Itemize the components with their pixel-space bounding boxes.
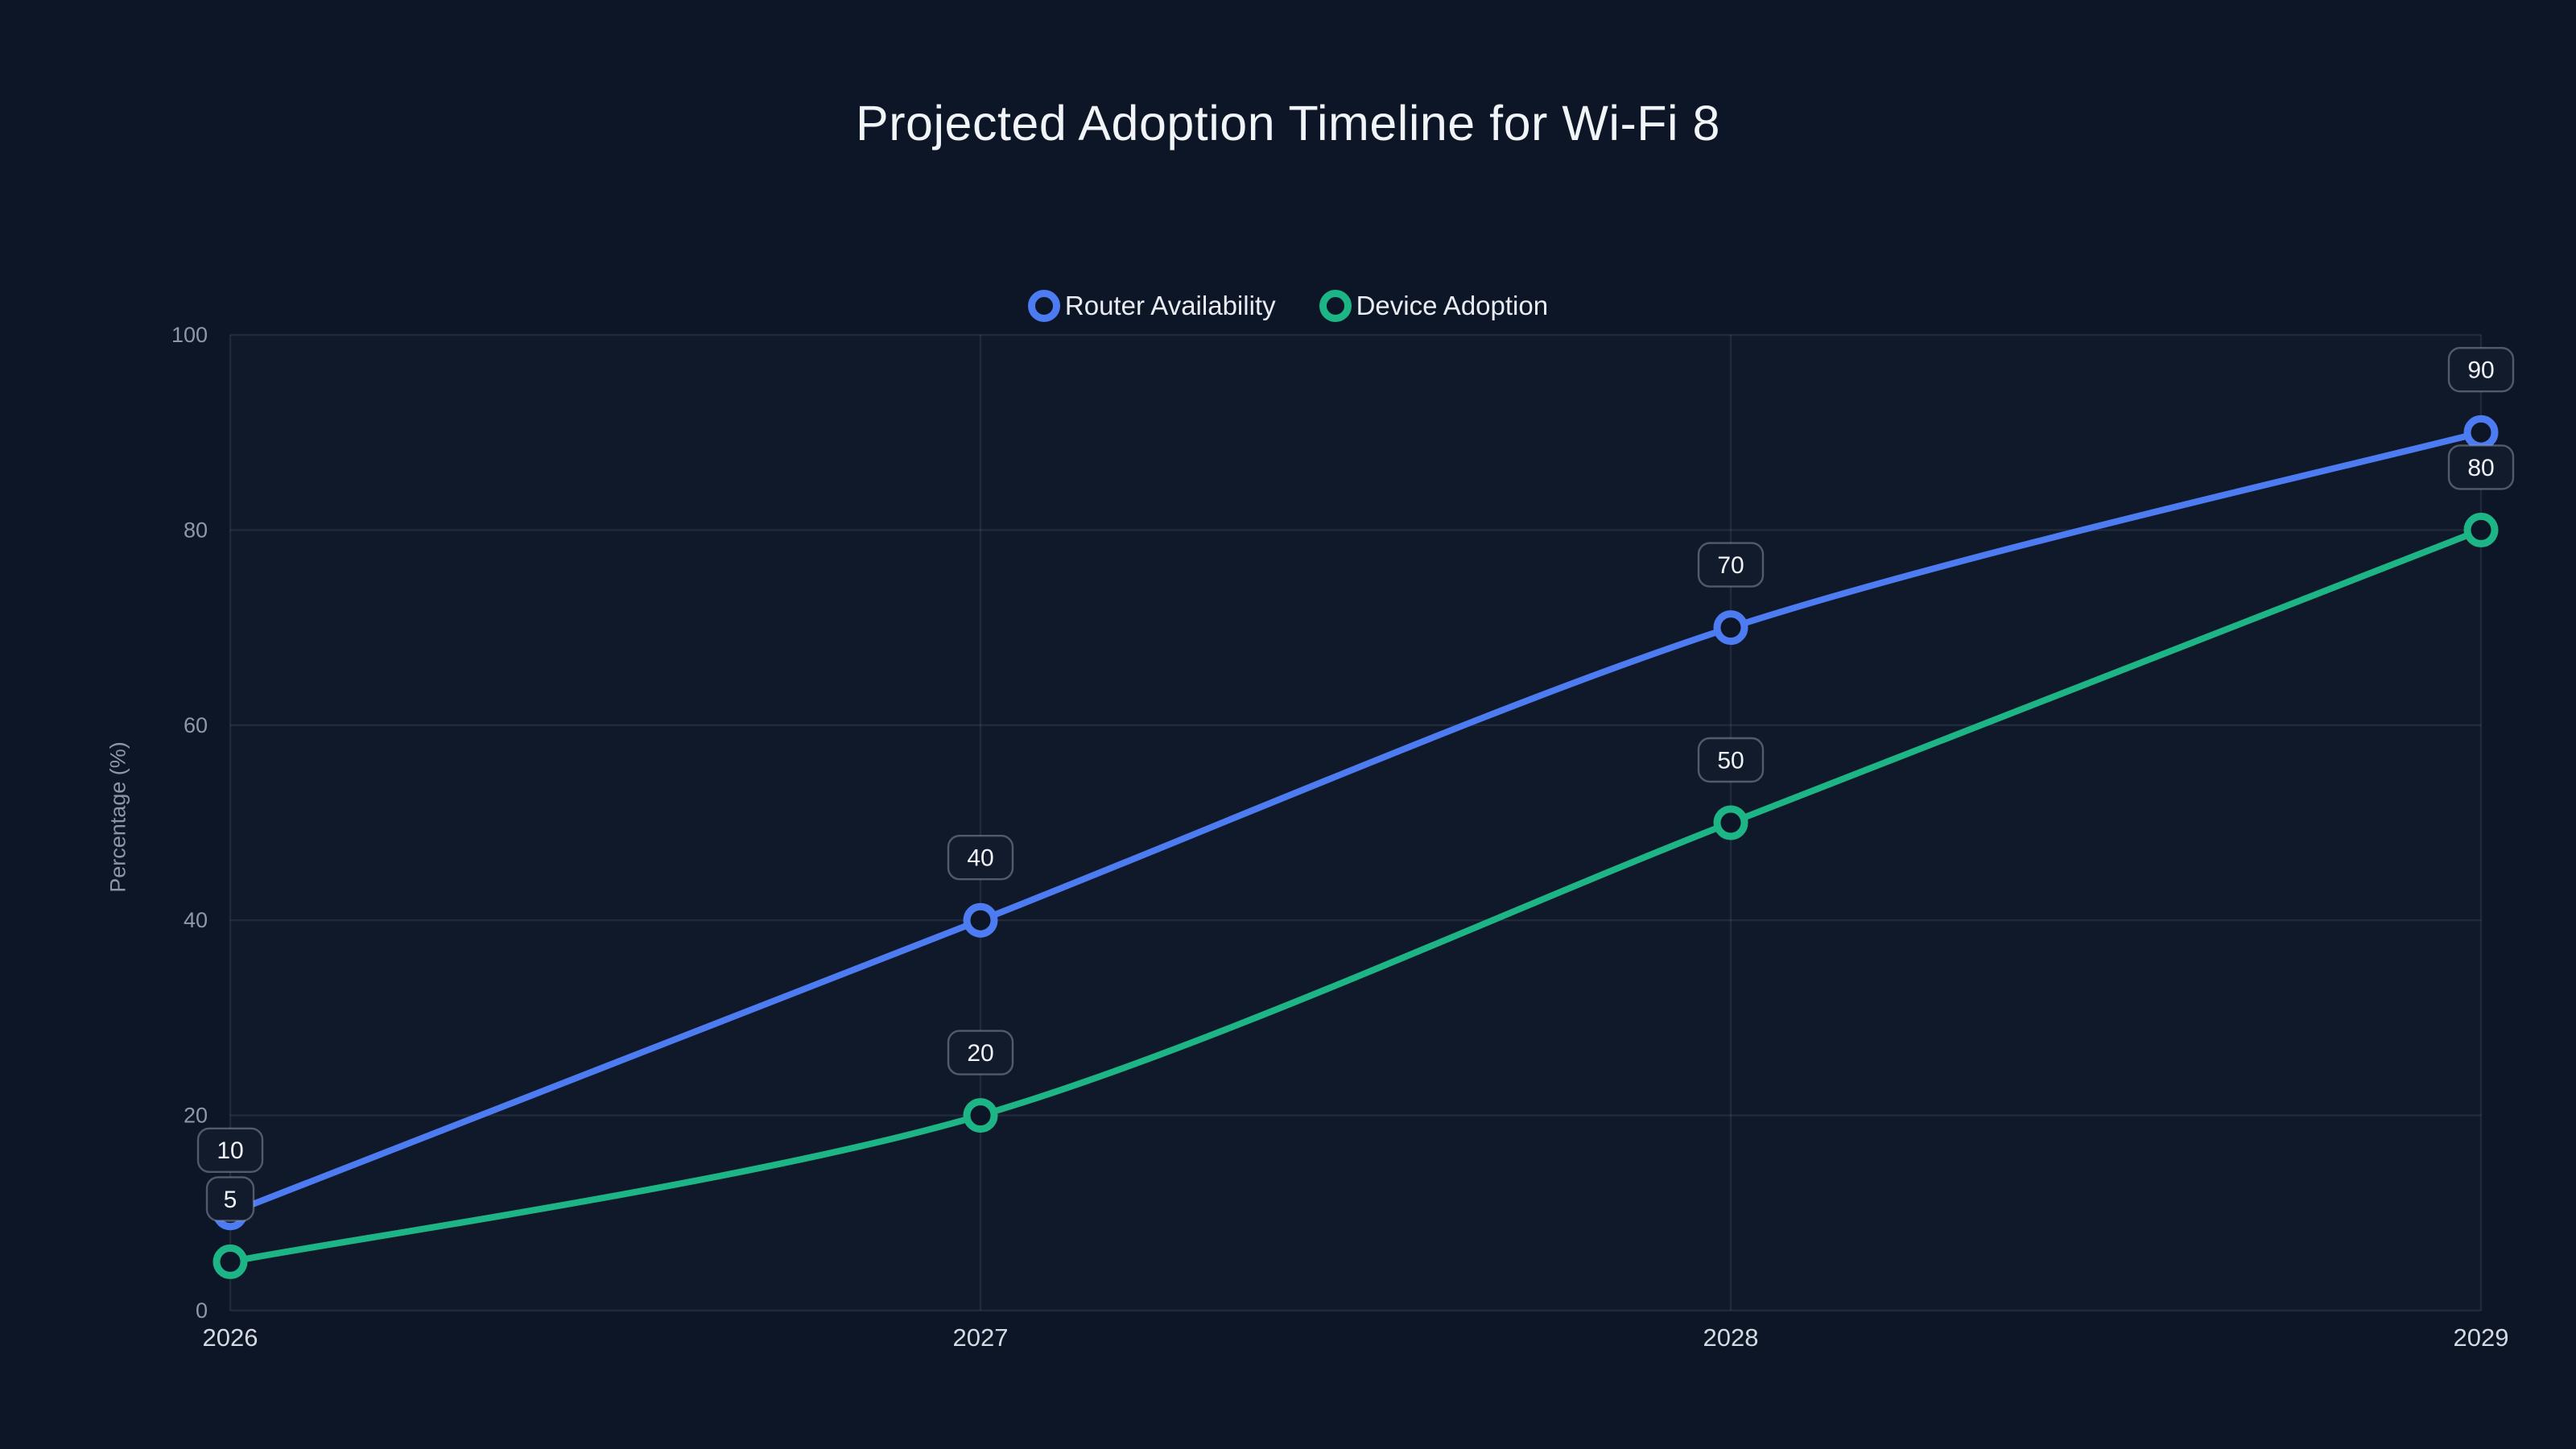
chart-legend: Router Availability Device Adoption bbox=[0, 287, 2576, 325]
svg-text:90: 90 bbox=[2467, 357, 2494, 384]
svg-text:20: 20 bbox=[967, 1040, 993, 1067]
svg-text:50: 50 bbox=[1717, 747, 1744, 774]
y-tick-label: 20 bbox=[184, 1104, 208, 1128]
y-tick-label: 100 bbox=[171, 323, 208, 347]
data-label: 5 bbox=[205, 1176, 255, 1222]
y-tick-label: 0 bbox=[196, 1298, 208, 1323]
svg-text:80: 80 bbox=[2467, 455, 2494, 481]
data-point[interactable] bbox=[2463, 512, 2499, 547]
data-label: 20 bbox=[947, 1030, 1014, 1075]
x-tick-label: 2028 bbox=[1703, 1323, 1759, 1352]
data-label: 70 bbox=[1697, 542, 1765, 588]
svg-text:5: 5 bbox=[224, 1187, 237, 1213]
series-line-device-adoption bbox=[227, 526, 2484, 1265]
data-label: 90 bbox=[2447, 347, 2515, 393]
data-point[interactable] bbox=[1713, 805, 1748, 840]
legend-label-device-adoption: Device Adoption bbox=[1356, 291, 1549, 320]
data-point[interactable] bbox=[213, 1244, 248, 1279]
data-point[interactable] bbox=[1713, 610, 1748, 646]
chart-title: Projected Adoption Timeline for Wi-Fi 8 bbox=[856, 96, 1720, 151]
legend-marker-device-adoption-icon bbox=[1319, 290, 1352, 322]
data-point[interactable] bbox=[2463, 415, 2499, 450]
legend-marker-router-availability-icon bbox=[1027, 290, 1060, 322]
y-tick-label: 60 bbox=[184, 713, 208, 737]
data-point[interactable] bbox=[963, 1098, 998, 1133]
series-line-router-availability bbox=[227, 429, 2484, 1216]
x-tick-label: 2029 bbox=[2454, 1323, 2509, 1352]
data-label: 10 bbox=[196, 1127, 264, 1174]
x-tick-label: 2026 bbox=[203, 1323, 258, 1352]
svg-text:70: 70 bbox=[1717, 552, 1744, 579]
legend-item-device-adoption[interactable]: Device Adoption bbox=[1319, 290, 1549, 322]
data-label: 50 bbox=[1697, 737, 1765, 783]
y-tick-label: 40 bbox=[184, 908, 208, 932]
data-point[interactable] bbox=[963, 902, 998, 938]
data-label: 40 bbox=[947, 834, 1014, 881]
legend-item-router-availability[interactable]: Router Availability bbox=[1027, 290, 1276, 322]
svg-text:10: 10 bbox=[217, 1137, 243, 1164]
x-tick-label: 2027 bbox=[953, 1323, 1009, 1352]
svg-text:40: 40 bbox=[967, 845, 993, 872]
legend-label-router-availability: Router Availability bbox=[1064, 291, 1276, 320]
plot-area bbox=[230, 335, 2481, 1311]
data-label: 80 bbox=[2447, 444, 2515, 490]
y-tick-label: 80 bbox=[184, 518, 208, 542]
